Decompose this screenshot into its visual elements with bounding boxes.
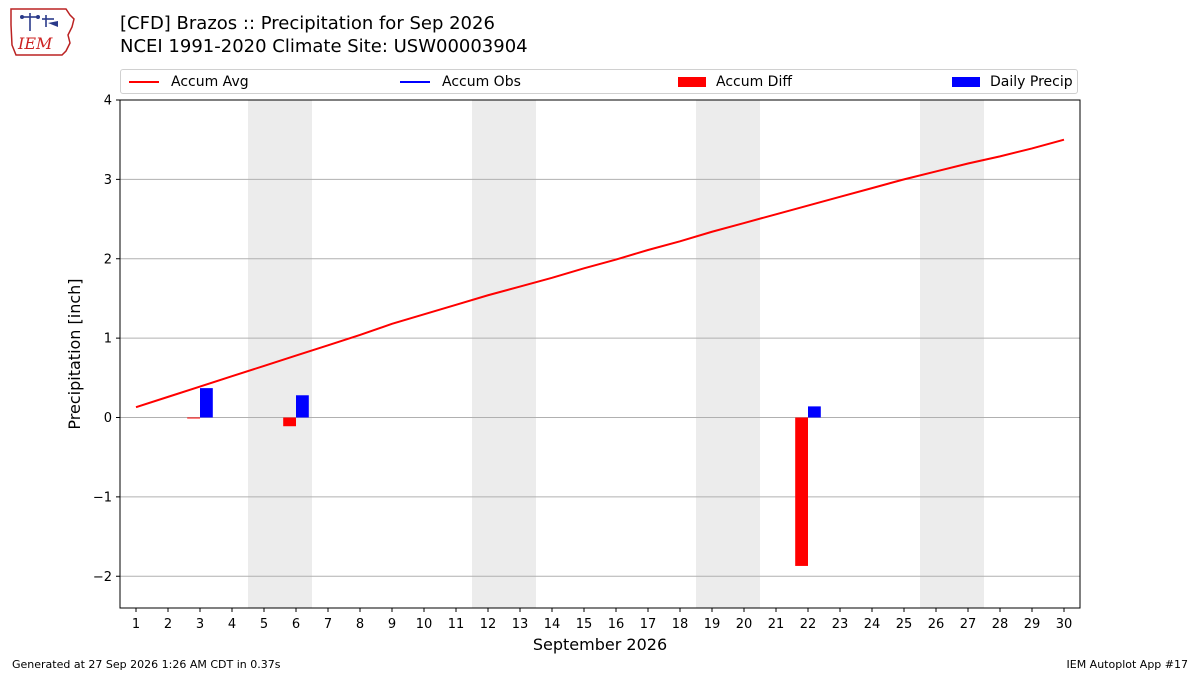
y-tick-label: 3 (104, 173, 112, 188)
bars (187, 388, 821, 566)
x-tick-label: 18 (672, 617, 689, 632)
accum-diff-bar (283, 417, 296, 427)
x-tick-label: 27 (960, 617, 977, 632)
daily-precip-bar (808, 406, 821, 418)
y-tick-label: 0 (104, 411, 112, 426)
x-tick-label: 2 (164, 617, 172, 632)
x-tick-label: 21 (768, 617, 785, 632)
iem-logo: IEM (8, 5, 80, 59)
x-axis-ticks: 1 2 3 4 5 6 7 8 9 10 11 12 13 14 15 16 17 18 19 20 21 22 23 24 2… (132, 608, 1072, 632)
x-tick-label: 1 (132, 617, 140, 632)
x-tick-label: 12 (480, 617, 497, 632)
x-tick-label: 25 (896, 617, 913, 632)
footer-generated-text: Generated at 27 Sep 2026 1:26 AM CDT in … (12, 658, 281, 671)
x-tick-label: 17 (640, 617, 657, 632)
legend-label-daily-precip: Daily Precip (990, 73, 1073, 90)
y-tick-label: −1 (93, 490, 112, 505)
x-tick-label: 8 (356, 617, 364, 632)
x-tick-label: 14 (544, 617, 561, 632)
title-line-2: NCEI 1991-2020 Climate Site: USW00003904 (120, 36, 528, 57)
x-tick-label: 10 (416, 617, 433, 632)
legend-swatch-daily-precip (952, 76, 980, 87)
legend-item-accum-avg: Accum Avg (129, 70, 249, 93)
accum-diff-bar (795, 417, 808, 566)
x-tick-label: 24 (864, 617, 881, 632)
y-axis-ticks: −2 −1 0 1 2 3 4 (93, 94, 120, 585)
x-tick-label: 5 (260, 617, 268, 632)
daily-precip-bar (200, 388, 213, 418)
legend-swatch-accum-diff (678, 76, 706, 87)
legend-item-accum-obs: Accum Obs (400, 70, 521, 93)
x-tick-label: 29 (1024, 617, 1041, 632)
x-tick-label: 19 (704, 617, 721, 632)
y-gridlines (120, 178, 1080, 577)
iem-logo-icon: IEM (10, 8, 75, 56)
weekend-shading (248, 100, 984, 608)
x-tick-label: 30 (1056, 617, 1073, 632)
accum-avg-line (135, 138, 1065, 409)
title-line-1: [CFD] Brazos :: Precipitation for Sep 20… (120, 13, 495, 34)
plot-frame (119, 99, 1081, 609)
legend-label-accum-obs: Accum Obs (442, 73, 521, 90)
x-tick-label: 28 (992, 617, 1009, 632)
accum-diff-bar (187, 417, 200, 419)
x-tick-label: 3 (196, 617, 204, 632)
x-tick-label: 16 (608, 617, 625, 632)
y-tick-label: −2 (93, 570, 112, 585)
legend-item-daily-precip: Daily Precip (952, 70, 1073, 93)
x-tick-label: 26 (928, 617, 945, 632)
x-axis-label: September 2026 (533, 635, 667, 654)
x-tick-label: 13 (512, 617, 529, 632)
x-tick-label: 6 (292, 617, 300, 632)
x-tick-label: 23 (832, 617, 849, 632)
chart-title: [CFD] Brazos :: Precipitation for Sep 20… (120, 12, 528, 58)
x-tick-label: 7 (324, 617, 332, 632)
weekend-band-3 (696, 100, 760, 608)
x-tick-label: 11 (448, 617, 465, 632)
x-tick-label: 15 (576, 617, 593, 632)
weekend-band-4 (920, 100, 984, 608)
legend-label-accum-diff: Accum Diff (716, 73, 793, 90)
weekend-band-2 (472, 100, 536, 608)
accum-avg-line-group (135, 138, 1065, 409)
legend: Accum Avg Accum Obs Accum Diff Daily Pre… (120, 69, 1078, 94)
daily-precip-bar (296, 395, 309, 418)
x-tick-label: 22 (800, 617, 817, 632)
y-tick-label: 2 (104, 252, 112, 267)
y-tick-label: 1 (104, 332, 112, 347)
x-tick-label: 9 (388, 617, 396, 632)
legend-swatch-accum-obs (400, 80, 430, 83)
x-tick-label: 20 (736, 617, 753, 632)
legend-item-accum-diff: Accum Diff (678, 70, 792, 93)
x-tick-label: 4 (228, 617, 236, 632)
y-axis-label: Precipitation [inch] (65, 278, 84, 429)
svg-text:IEM: IEM (17, 34, 53, 53)
legend-swatch-accum-avg (129, 80, 159, 83)
y-tick-label: 4 (104, 94, 112, 109)
footer-app-text: IEM Autoplot App #17 (1066, 658, 1189, 671)
legend-label-accum-avg: Accum Avg (171, 73, 249, 90)
